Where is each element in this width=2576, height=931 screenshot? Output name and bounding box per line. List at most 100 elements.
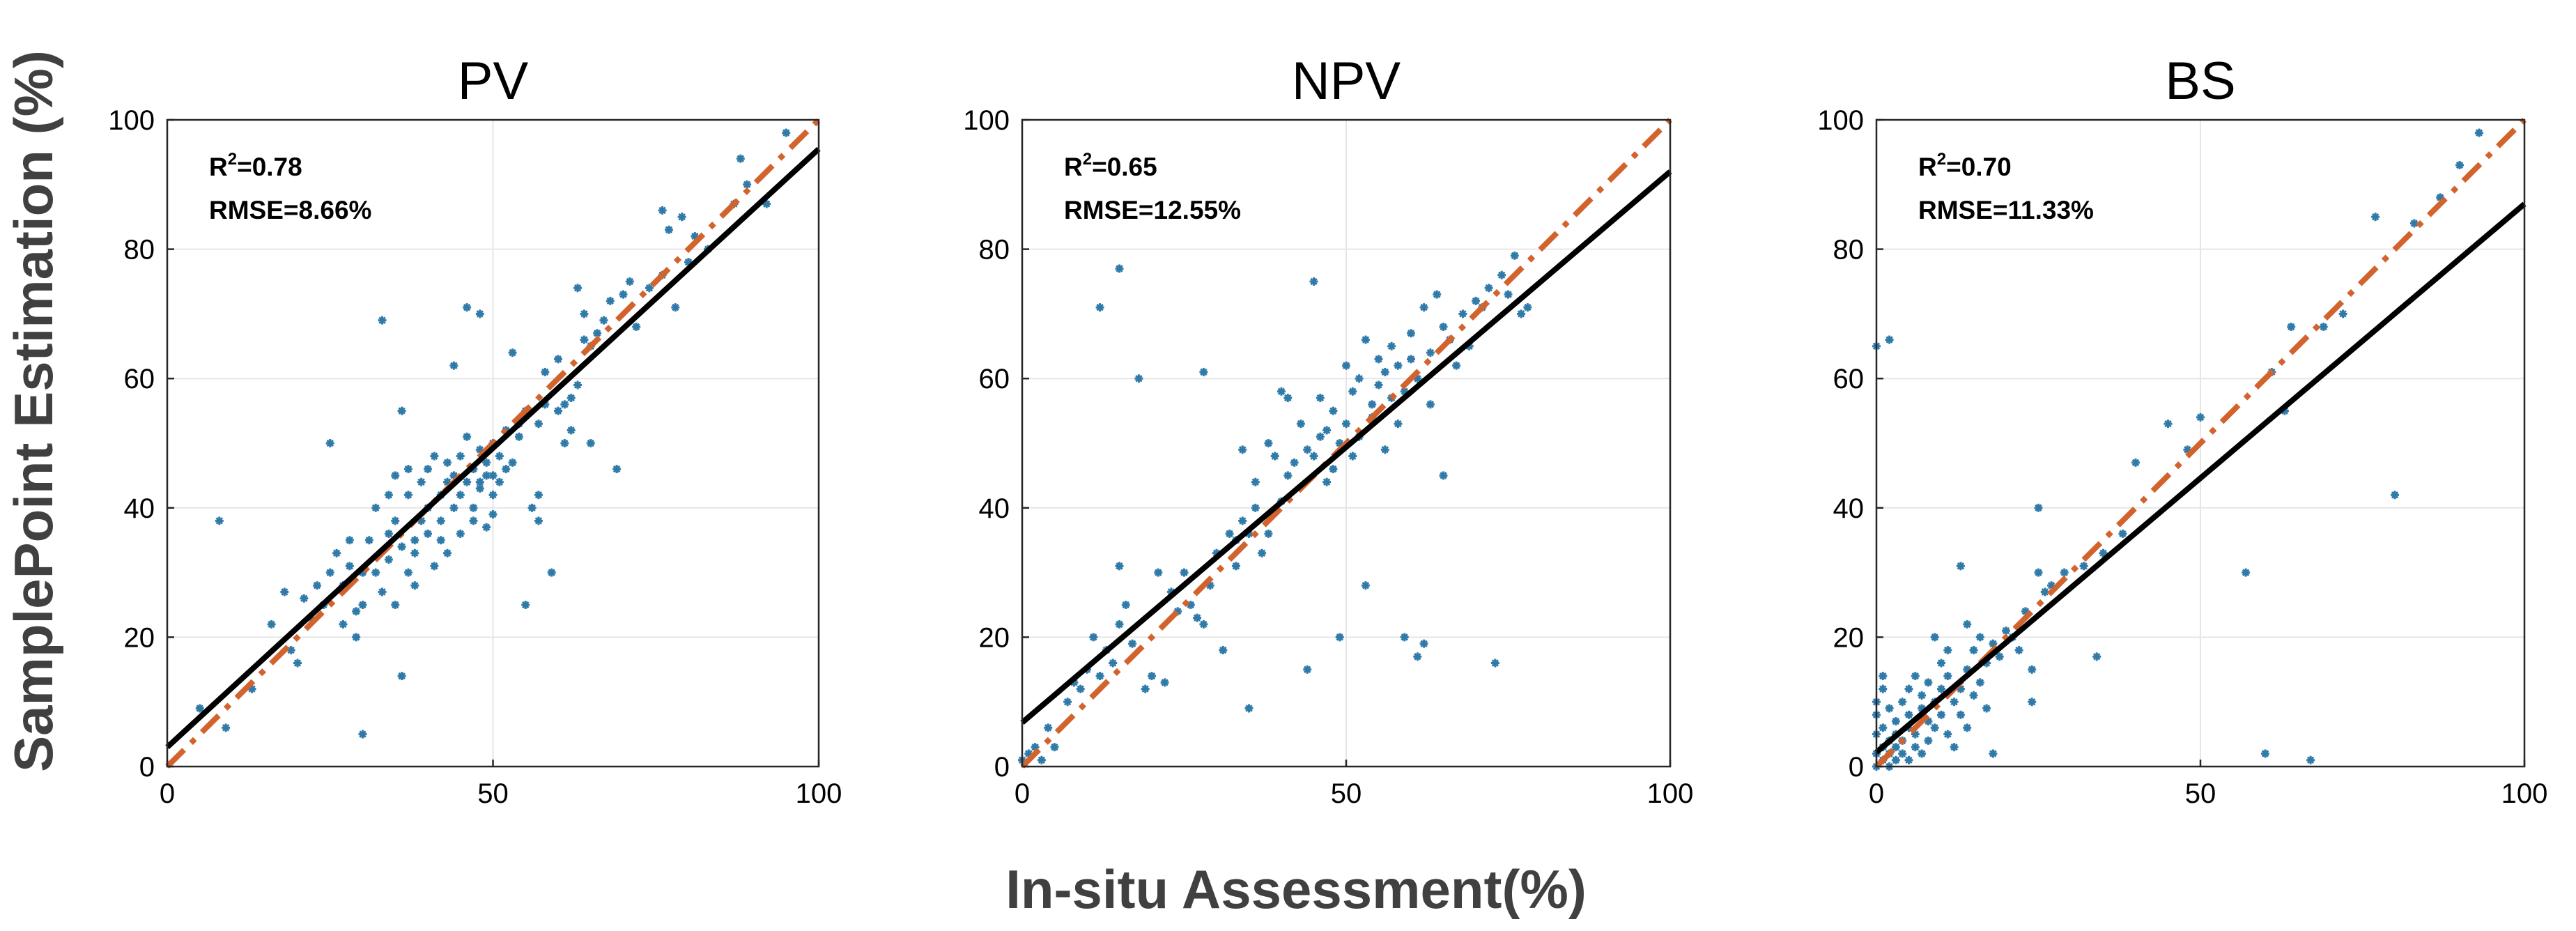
data-point — [2028, 698, 2037, 707]
data-point — [1918, 691, 1927, 700]
data-point — [1407, 329, 1415, 338]
rmse-annotation: RMSE=8.66% — [209, 196, 371, 224]
data-point — [495, 477, 504, 486]
data-point — [677, 213, 686, 222]
data-point — [364, 536, 373, 545]
fit-line — [1020, 169, 1672, 725]
data-point — [325, 439, 334, 447]
data-point — [1943, 645, 1952, 654]
data-point — [2092, 652, 2101, 661]
data-point — [1943, 730, 1952, 739]
data-point — [1904, 684, 1913, 693]
data-point — [1413, 652, 1422, 661]
data-point — [1309, 452, 1318, 461]
data-point — [352, 607, 361, 616]
data-point — [1930, 723, 1939, 732]
data-point — [1400, 633, 1409, 642]
data-point — [619, 290, 628, 299]
data-point — [2242, 568, 2251, 577]
y-tick-label: 60 — [979, 364, 1010, 394]
data-point — [371, 503, 380, 512]
data-point — [1251, 477, 1260, 486]
r2-annotation: R2=0.70 — [1918, 150, 2012, 181]
data-point — [449, 361, 458, 370]
data-point — [384, 555, 393, 564]
data-point — [1937, 684, 1945, 693]
data-point — [782, 128, 791, 137]
y-tick-label: 80 — [979, 235, 1010, 266]
data-point — [1121, 601, 1130, 609]
data-point — [547, 568, 556, 577]
data-point — [1426, 348, 1435, 357]
data-point — [391, 471, 400, 480]
data-point — [325, 568, 334, 577]
data-point — [358, 601, 367, 609]
data-point — [222, 723, 231, 732]
data-point — [391, 601, 400, 609]
data-point — [1426, 400, 1435, 409]
data-point — [1439, 322, 1448, 331]
data-point — [1225, 529, 1234, 538]
data-point — [1238, 516, 1247, 525]
data-point — [1924, 736, 1933, 745]
data-point — [1199, 620, 1208, 629]
data-point — [2196, 413, 2205, 422]
data-point — [1283, 394, 1293, 403]
data-point — [2002, 626, 2010, 636]
data-point — [1063, 698, 1072, 707]
data-point — [1898, 749, 1907, 758]
data-point — [743, 180, 752, 189]
data-point — [463, 303, 472, 312]
panel-npv: 0 50 100 0 20 40 60 80 100 NPV R2=0.65 RMSE=12.55% — [963, 52, 1693, 809]
data-point — [332, 548, 341, 557]
x-tick-label: 50 — [477, 778, 509, 809]
y-tick-label: 20 — [124, 622, 155, 653]
data-point — [1089, 633, 1098, 642]
data-point — [475, 477, 484, 486]
x-tick-label: 50 — [2185, 778, 2216, 809]
data-point — [463, 477, 472, 486]
x-tick-label: 0 — [1869, 778, 1884, 809]
panel-title: PV — [458, 52, 529, 111]
data-point — [534, 420, 543, 429]
data-point — [1937, 710, 1945, 719]
data-point — [1439, 471, 1448, 480]
data-point — [1956, 710, 1965, 719]
y-tick-label: 100 — [963, 105, 1010, 136]
data-point — [293, 659, 302, 668]
data-point — [339, 620, 348, 629]
data-point — [2391, 491, 2399, 500]
data-point — [586, 439, 595, 447]
x-tick-label: 100 — [2501, 778, 2548, 809]
data-point — [475, 309, 484, 318]
data-point — [1374, 380, 1383, 390]
data-point — [1115, 562, 1124, 571]
data-point — [1037, 755, 1046, 764]
data-point — [1303, 445, 1312, 454]
y-tick-label: 40 — [979, 493, 1010, 524]
data-point — [1277, 387, 1286, 396]
data-point — [1918, 749, 1927, 758]
data-point — [1368, 400, 1377, 409]
data-point — [469, 503, 478, 512]
data-point — [1342, 420, 1350, 429]
data-point — [1950, 743, 1959, 752]
y-tick-label: 60 — [124, 364, 155, 394]
data-point — [1937, 659, 1945, 668]
data-point — [1335, 633, 1344, 642]
identity-line — [1020, 118, 1672, 769]
data-point — [195, 704, 204, 713]
data-point — [1956, 562, 1965, 571]
data-point — [1982, 704, 1991, 713]
data-point — [345, 562, 354, 571]
data-point — [2287, 322, 2296, 331]
data-point — [352, 633, 361, 642]
data-point — [1975, 678, 1984, 687]
data-point — [2131, 458, 2140, 467]
r2-annotation: R2=0.65 — [1064, 150, 1157, 181]
data-point — [541, 367, 550, 376]
data-point — [378, 316, 387, 325]
data-point — [215, 516, 224, 525]
data-point — [664, 225, 673, 234]
x-tick-label: 100 — [1647, 778, 1694, 809]
